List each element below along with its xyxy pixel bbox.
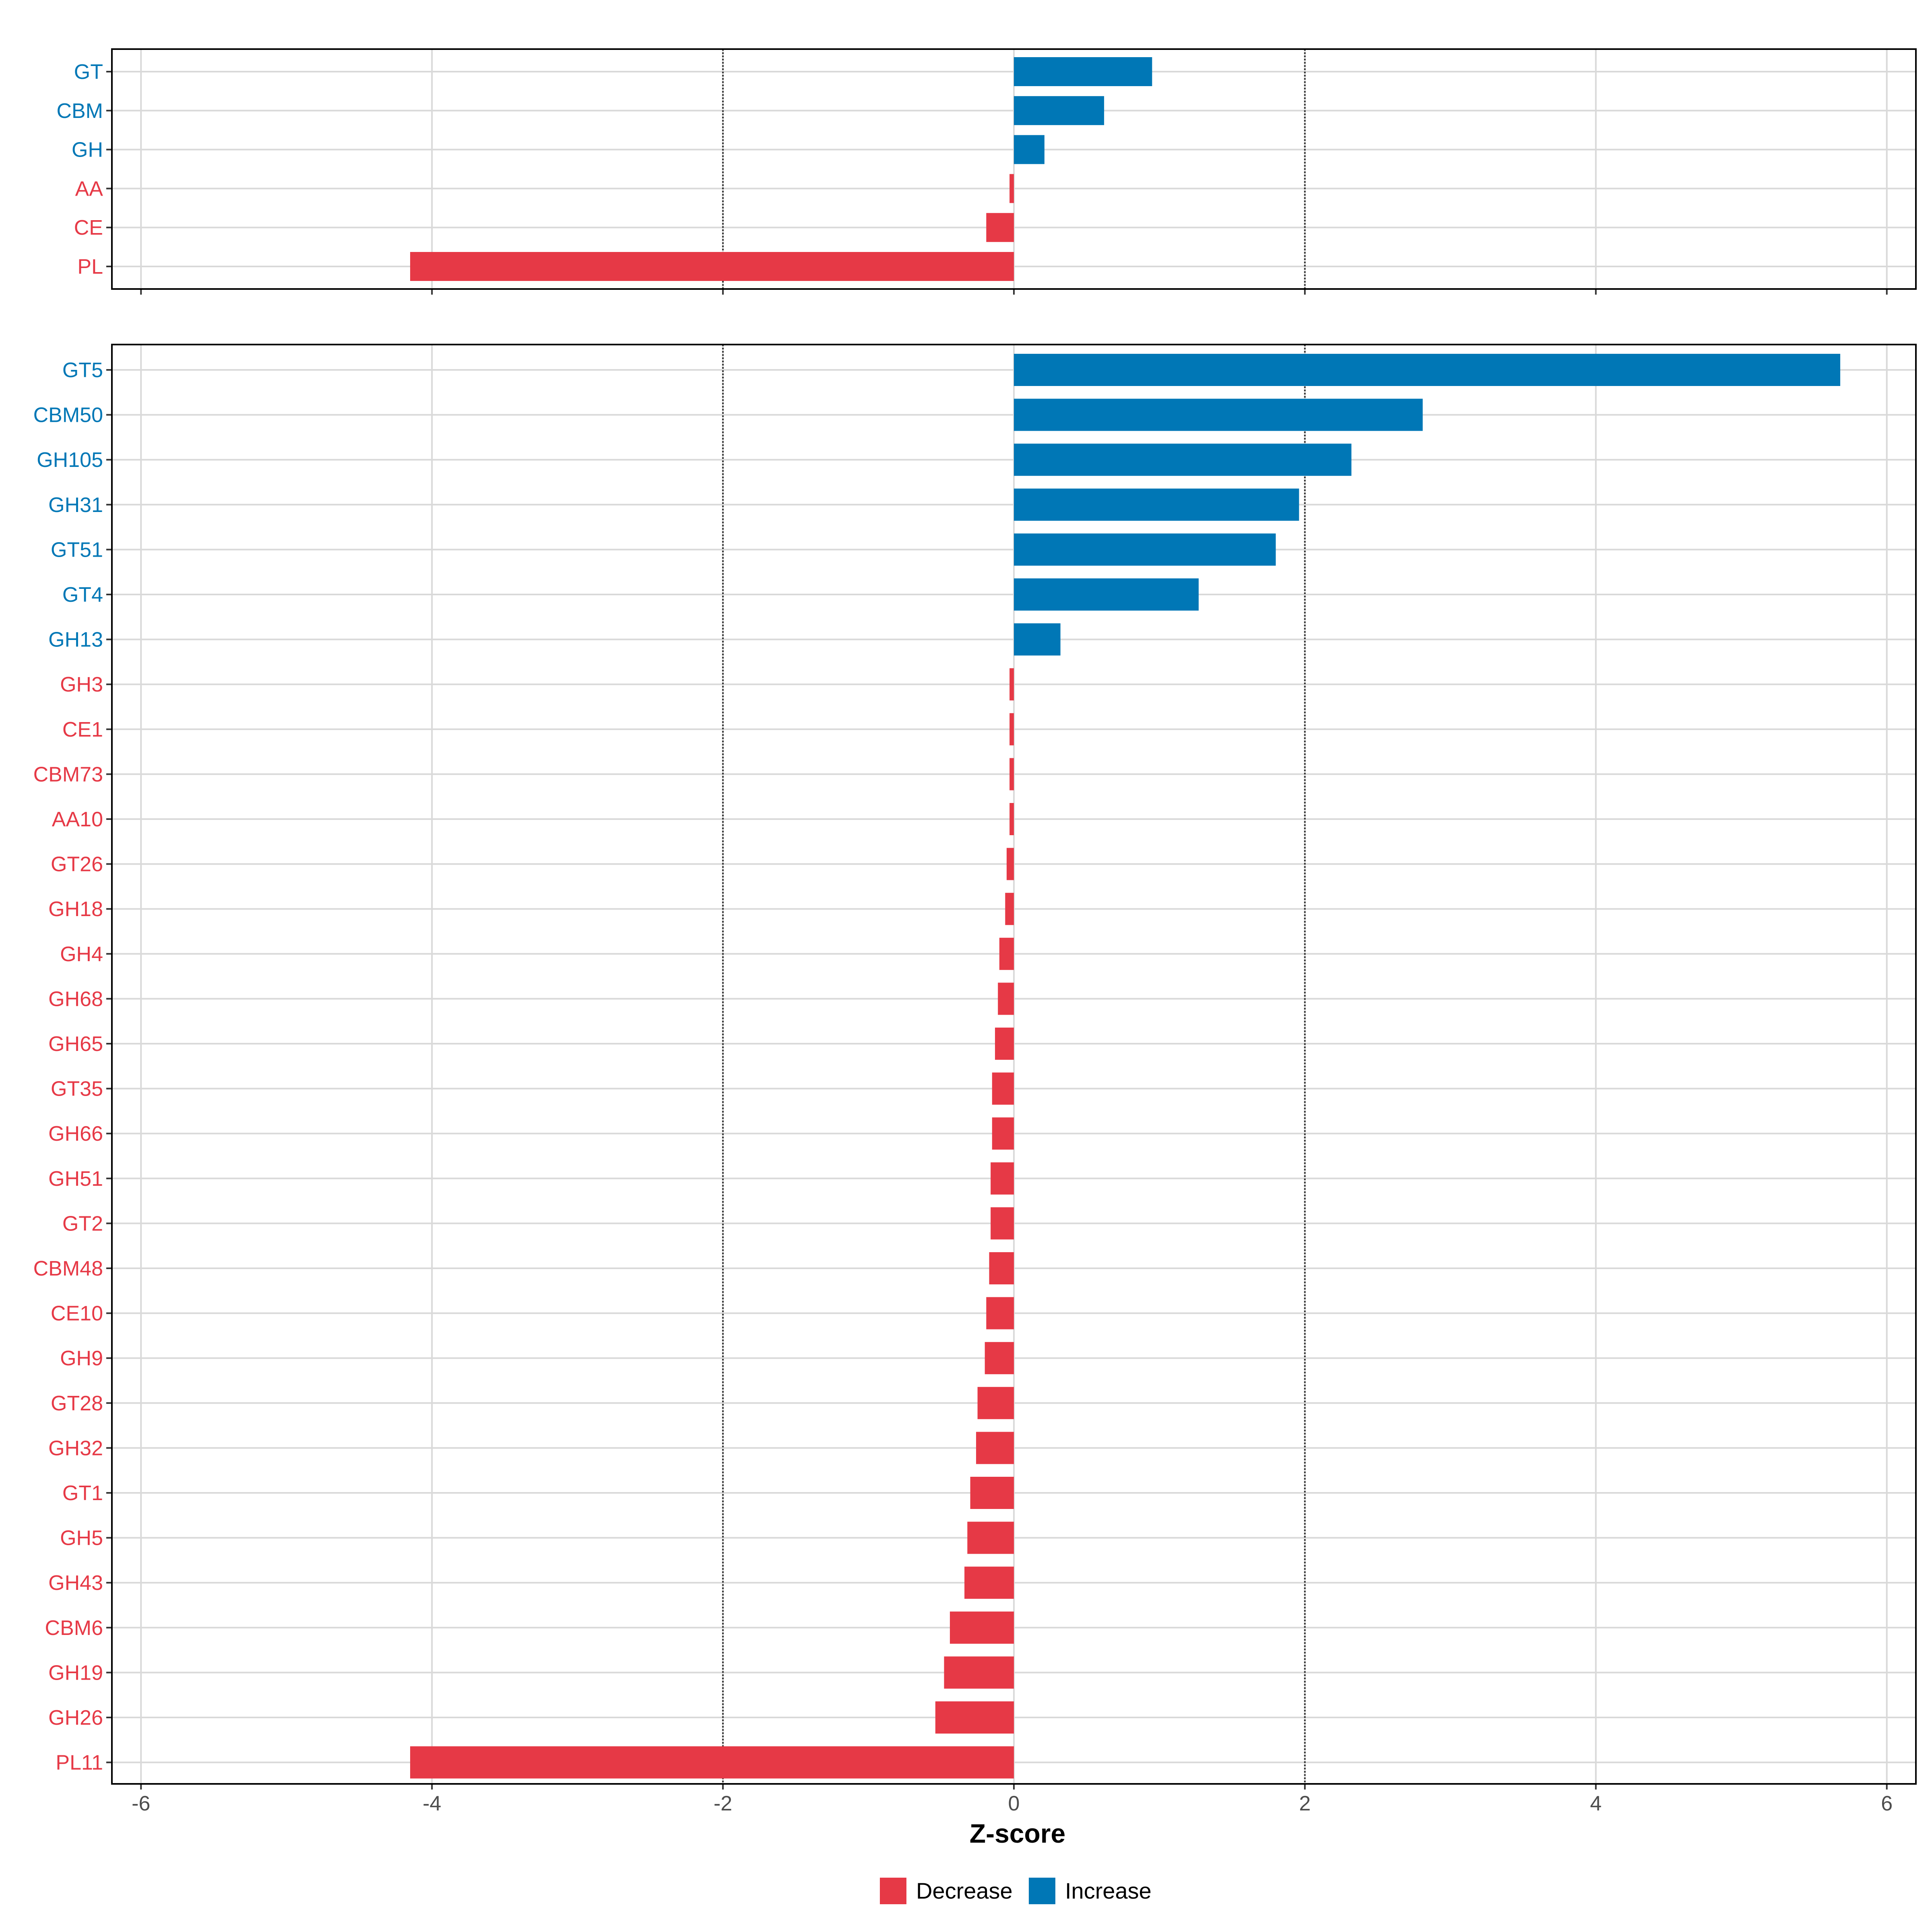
y-tick-label-gh51: GH51 [48,1167,103,1191]
y-tick-label-cbm: CBM [56,99,103,123]
y-tick-label-gt5: GT5 [62,359,103,382]
y-tick-label-gh19: GH19 [48,1661,103,1684]
y-tick-label-gh43: GH43 [48,1571,103,1595]
y-tick-label-gh65: GH65 [48,1032,103,1056]
bar-gt28 [977,1387,1014,1419]
bar-gt51 [1014,533,1276,566]
y-tick-label-gh4: GH4 [60,943,103,966]
bar-gh43 [964,1567,1014,1599]
bar-gh5 [967,1521,1014,1554]
y-tick-label-ce1: CE1 [62,718,103,741]
bar-aa10 [1009,803,1014,835]
bar-gh [1014,135,1044,164]
x-tick-label: 6 [1881,1792,1893,1815]
bar-gh13 [1014,623,1061,656]
bar-ce [986,213,1014,242]
y-tick-label-cbm6: CBM6 [45,1616,103,1640]
y-tick-label-gt26: GT26 [51,853,103,876]
y-tick-label-gh32: GH32 [48,1437,103,1460]
bar-aa [1009,174,1014,203]
bar-gh18 [1005,893,1014,925]
y-tick-label-cbm73: CBM73 [33,763,103,786]
bar-cbm48 [989,1252,1014,1284]
y-tick-label-gh9: GH9 [60,1347,103,1370]
bar-pl11 [410,1746,1014,1779]
x-tick-label: 4 [1590,1792,1602,1815]
bar-gh105 [1014,444,1352,476]
legend-label-decrease: Decrease [916,1878,1013,1903]
bar-gh3 [1009,668,1014,701]
legend: Decrease Increase [880,1878,1152,1904]
bar-ce1 [1009,713,1014,745]
bar-gh68 [998,983,1014,1015]
bar-gt [1014,57,1152,86]
y-tick-label-cbm50: CBM50 [33,404,103,427]
y-tick-label-ce: CE [74,216,103,239]
y-tick-label-gt4: GT4 [62,583,103,607]
bar-gh26 [935,1701,1014,1734]
x-tick-label: 2 [1299,1792,1311,1815]
bottom-panel-border [111,344,1917,1785]
y-tick-label-gt: GT [74,60,103,84]
y-tick-label-gt2: GT2 [62,1212,103,1235]
y-tick-label-gh66: GH66 [48,1122,103,1146]
bar-gh9 [985,1342,1014,1375]
bar-gh4 [999,937,1014,970]
y-tick-label-gh31: GH31 [48,493,103,517]
y-tick-label-aa: AA [75,177,103,200]
bar-cbm50 [1014,398,1423,431]
bar-pl [410,252,1014,281]
x-axis-title: Z-score [970,1818,1065,1848]
y-tick-label-gt35: GT35 [51,1077,103,1101]
bar-gt4 [1014,578,1199,611]
y-tick-label-gh105: GH105 [37,448,103,472]
y-tick-label-gh18: GH18 [48,898,103,921]
bar-gh66 [992,1117,1014,1150]
bar-ce10 [986,1297,1014,1329]
y-tick-label-gt1: GT1 [62,1482,103,1505]
x-tick-label: -2 [714,1792,732,1815]
x-tick-label: -6 [132,1792,150,1815]
y-tick-label-gt51: GT51 [51,538,103,561]
y-tick-label-gh26: GH26 [48,1706,103,1730]
x-tick-label: -4 [423,1792,441,1815]
legend-swatch-decrease [880,1878,906,1904]
bar-gt1 [970,1477,1014,1509]
top-panel: GT CBM GH AA CE PL [56,48,1917,295]
bottom-panel: GT5 CBM50 GH105 GH31 GT51 GT4 GH13 GH3 CE1 CBM73 A… [33,344,1917,1790]
x-axis: -6 -4 -2 0 2 4 6 [132,1792,1893,1815]
y-tick-label-gt28: GT28 [51,1392,103,1415]
bar-cbm [1014,96,1104,125]
y-tick-label-pl: PL [77,255,103,279]
legend-label-increase: Increase [1065,1878,1152,1903]
y-tick-label-gh3: GH3 [60,673,103,696]
y-tick-label-cbm48: CBM48 [33,1257,103,1280]
bar-gt26 [1006,848,1014,880]
y-tick-label-gh68: GH68 [48,987,103,1011]
y-tick-label-ce10: CE10 [51,1302,103,1325]
y-tick-label-gh: GH [72,138,103,162]
legend-swatch-increase [1029,1878,1055,1904]
bar-cbm73 [1009,758,1014,791]
x-tick-label: 0 [1008,1792,1020,1815]
bar-gh32 [976,1432,1014,1464]
bar-gt35 [992,1072,1014,1105]
top-panel-border [111,48,1917,290]
bar-gh31 [1014,488,1299,521]
y-tick-label-gh5: GH5 [60,1527,103,1550]
y-tick-label-gh13: GH13 [48,628,103,652]
bar-gt5 [1014,354,1841,386]
bar-cbm6 [949,1611,1014,1644]
y-tick-label-aa10: AA10 [52,808,103,831]
bar-gh51 [991,1162,1014,1195]
bar-gh65 [995,1028,1014,1060]
bar-gt2 [991,1207,1014,1240]
y-tick-label-pl11: PL11 [56,1751,103,1775]
bar-gh19 [944,1656,1014,1689]
